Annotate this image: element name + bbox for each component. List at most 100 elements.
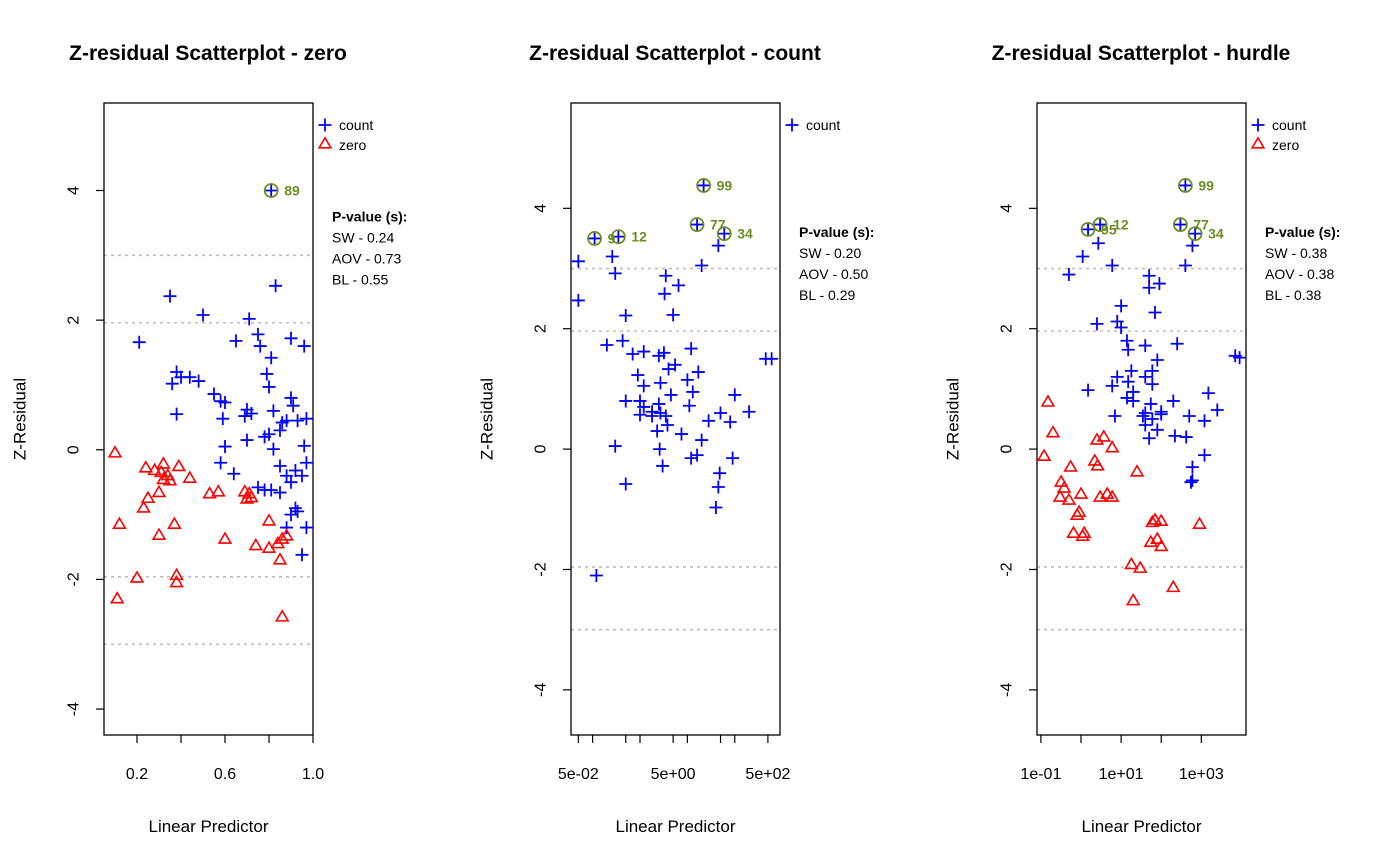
data-point-count [608,439,622,453]
data-point-count [273,423,287,437]
y-tick-label: 4 [999,204,1016,213]
data-point-count [637,400,651,414]
data-point-zero [156,456,171,469]
outlier-label: 99 [717,177,733,193]
data-point-count [1182,409,1196,423]
data-point-count [709,500,723,514]
data-point-count [214,456,228,470]
data-point-count [619,394,633,408]
data-point-zero [1090,458,1105,471]
data-point-count [1179,430,1193,444]
data-point-count [1178,178,1192,192]
data-point-count [605,249,619,263]
data-point-zero [211,484,226,497]
data-point-zero [140,490,156,504]
data-point-count [1166,394,1180,408]
data-point-count [163,289,177,303]
data-point-count [1233,351,1247,365]
pvalue-line: SW - 0.20 [799,245,861,261]
x-tick-label: 0.6 [214,766,236,783]
data-point-zero [1129,464,1145,477]
data-point-zero [182,470,198,483]
data-point-count [611,230,625,244]
outlier-label: 12 [1113,217,1129,233]
x-tick-label: 1e-01 [1020,766,1061,783]
data-point-zero [1066,525,1081,539]
data-point-zero [171,458,187,472]
data-point-count [1168,429,1182,443]
pvalue-line: AOV - 0.50 [799,266,868,282]
data-point-count [284,391,298,405]
data-point-zero [151,527,167,540]
data-point-count [1145,364,1159,378]
data-point-count [240,433,254,447]
data-point-count [690,218,704,232]
data-point-count [1090,317,1104,331]
data-point-count [1154,407,1168,421]
data-point-count [697,178,711,192]
data-point-zero [151,484,167,498]
x-tick-label: 5e+02 [745,766,790,783]
data-point-count [299,521,313,535]
outlier-label: 95 [1101,221,1117,237]
data-point-count [619,308,633,322]
data-point-zero [274,609,290,622]
data-point-count [1076,249,1090,263]
data-point-count [253,339,267,353]
data-point-count [1145,377,1159,391]
data-point-count [1121,375,1135,389]
chart-title: Z-residual Scatterplot - hurdle [992,42,1291,65]
data-point-count [711,239,725,253]
data-point-zero [1147,512,1163,525]
data-point-count [728,388,742,402]
y-tick-label: -2 [999,562,1016,576]
y-tick-label: 2 [533,324,550,333]
data-point-count [1184,475,1198,489]
outlier-circle [587,231,602,246]
data-point-count [1138,370,1152,384]
chart-title: Z-residual Scatterplot - zero [69,42,347,65]
data-point-zero [112,516,127,529]
data-point-count [1138,406,1152,420]
data-point-count [714,406,728,420]
data-point-count [571,293,585,307]
data-point-count [653,376,667,390]
y-axis-label: Z-Residual [11,378,30,460]
data-point-count [1152,277,1166,291]
data-point-zero [1040,394,1056,407]
data-point-count [170,407,184,421]
y-tick-label: -2 [66,572,83,586]
y-tick-label: 2 [66,316,83,325]
data-point-zero [1192,516,1207,529]
data-point-count [295,548,309,562]
panel-count: Z-residual Scatterplot - count -4 -2 0 2 4 5e-… [478,42,875,836]
data-point-count [723,415,737,429]
data-point-zero [1166,579,1181,593]
data-point-zero [202,486,217,499]
data-point-count [244,406,258,420]
data-point-count [266,404,280,418]
pvalue-line: BL - 0.55 [332,272,389,288]
data-point-count [1110,370,1124,384]
y-tick-label: 4 [533,204,550,213]
pvalue-line: BL - 0.29 [799,287,856,303]
data-point-count [280,521,294,535]
data-point-zero [1104,489,1120,502]
y-tick-label: 2 [999,324,1016,333]
y-tick-label: -4 [66,702,83,716]
data-point-count [238,409,252,423]
outlier-label: 77 [1193,217,1209,233]
x-tick-label: 5e+00 [651,766,696,783]
outlier-circle [689,217,705,232]
data-point-count [291,504,305,518]
data-point-count [631,368,645,382]
x-tick-label: 1e+03 [1179,766,1224,783]
chart-title: Z-residual Scatterplot - count [529,42,821,65]
data-point-count [297,339,311,353]
data-point-count [1138,418,1152,432]
data-point-count [659,409,673,423]
data-point-count [284,475,298,489]
data-point-count [262,427,276,441]
data-point-count [657,346,671,360]
x-tick-label: 1.0 [302,766,324,783]
